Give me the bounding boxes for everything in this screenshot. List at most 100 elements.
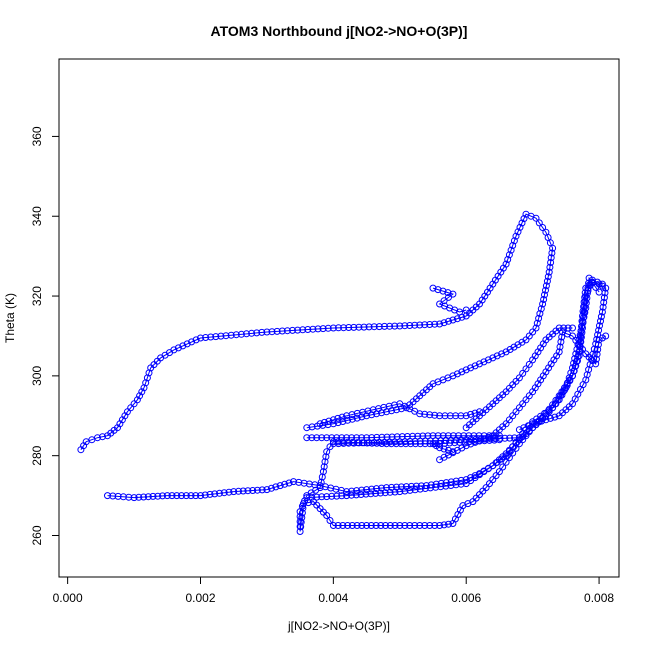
y-axis-label: Theta (K) (3, 293, 17, 343)
data-point (562, 384, 570, 392)
series-lines (80, 213, 607, 532)
data-point (577, 327, 585, 335)
data-point (114, 492, 122, 500)
data-point (542, 286, 549, 294)
data-point (127, 404, 135, 412)
data-point (441, 412, 449, 420)
data-point (510, 237, 518, 245)
data-point (471, 472, 479, 480)
data-point (484, 356, 492, 364)
data-point (222, 332, 230, 340)
data-point (300, 479, 308, 487)
data-point (445, 520, 452, 528)
data-point (178, 492, 185, 500)
data-point (267, 484, 275, 492)
data-point (594, 346, 602, 353)
data-point (602, 332, 610, 340)
data-point (345, 439, 353, 447)
data-point (303, 494, 311, 502)
data-point (348, 411, 356, 419)
data-point (358, 486, 366, 494)
data-point (569, 364, 576, 372)
data-point (163, 492, 171, 500)
data-point (239, 487, 247, 495)
y-tick-label: 260 (30, 525, 44, 545)
data-point (426, 484, 434, 492)
y-tick-label: 360 (30, 126, 44, 146)
data-point (472, 435, 480, 443)
data-point (381, 438, 388, 446)
data-point (401, 322, 409, 330)
data-point (197, 492, 204, 500)
data-point (489, 462, 497, 470)
data-point (581, 297, 589, 305)
data-point (358, 522, 366, 529)
data-point (452, 412, 460, 420)
data-point (564, 379, 571, 387)
data-point (467, 440, 475, 448)
data-point (512, 438, 520, 446)
data-point (381, 322, 388, 330)
data-point (296, 518, 304, 525)
data-point (580, 308, 588, 316)
data-point (495, 468, 503, 476)
data-point (457, 476, 465, 484)
data-point (453, 315, 461, 323)
data-point (535, 219, 543, 227)
data-point (434, 286, 442, 294)
data-point (316, 420, 324, 428)
data-point (593, 350, 601, 358)
data-point (411, 522, 419, 529)
data-point (406, 486, 414, 494)
data-point (388, 483, 395, 491)
data-point (235, 487, 242, 495)
data-point (567, 369, 575, 377)
data-point (452, 481, 460, 489)
data-point (569, 332, 576, 340)
data-point (439, 287, 447, 295)
data-point (368, 485, 376, 493)
data-point (363, 522, 371, 529)
data-point (313, 493, 321, 501)
data-point (328, 492, 336, 500)
data-point (295, 478, 303, 486)
data-point (386, 488, 394, 496)
series-points (77, 210, 610, 535)
data-point (273, 327, 281, 335)
data-point (516, 223, 524, 231)
data-point (421, 321, 429, 329)
data-point (142, 379, 150, 387)
data-point (323, 493, 331, 501)
data-point (183, 340, 191, 348)
data-point (321, 483, 329, 491)
data-point (300, 500, 307, 508)
data-point (338, 492, 346, 500)
data-point (544, 273, 552, 281)
data-point (391, 322, 399, 330)
data-point (583, 289, 591, 297)
data-point (386, 522, 394, 529)
data-point (109, 492, 117, 500)
data-point (211, 490, 219, 498)
data-point (583, 371, 591, 379)
data-point (426, 522, 434, 529)
data-point (447, 436, 455, 444)
data-point (484, 433, 492, 441)
data-point (298, 509, 306, 517)
data-point (350, 323, 358, 331)
data-point (594, 341, 602, 349)
data-point (217, 332, 225, 340)
data-point (329, 440, 337, 448)
data-point (125, 493, 133, 501)
data-point (244, 487, 252, 495)
data-point (546, 414, 554, 422)
data-point (305, 480, 313, 488)
data-point (322, 453, 330, 461)
data-point (313, 434, 321, 442)
data-point (323, 448, 331, 456)
data-point (329, 522, 337, 529)
data-point (458, 368, 466, 376)
data-point (334, 522, 342, 529)
data-point (130, 494, 138, 502)
data-point (512, 232, 520, 240)
